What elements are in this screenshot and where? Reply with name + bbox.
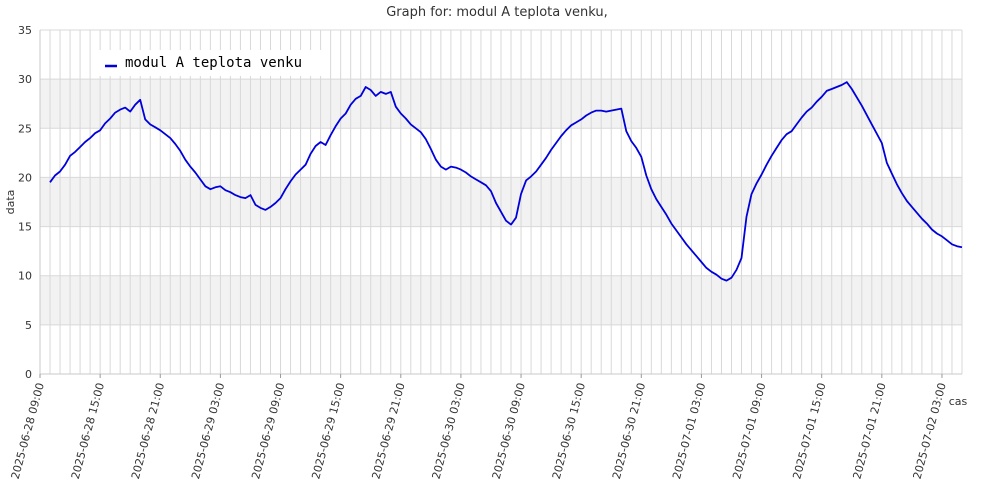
x-tick-labels: 2025-06-28 09:00 2025-06-28 15:00 2025-06-… [9,374,949,481]
y-tick-label: 30 [18,73,32,86]
y-tick-labels: 0 5 10 15 20 25 30 35 [18,24,32,381]
x-tick-label: 2025-07-02 03:00 [911,381,949,480]
x-tick-label: 2025-06-29 03:00 [189,381,227,480]
x-axis-label: cas [949,395,968,408]
x-tick-label: 2025-06-28 15:00 [69,381,107,480]
horizontal-gridlines [40,29,962,375]
legend: modul A teplota venku [96,50,324,76]
y-tick-label: 5 [25,319,32,332]
y-axis-label: data [4,190,17,215]
y-tick-label: 15 [18,221,32,234]
x-tick-label: 2025-06-29 21:00 [369,381,407,480]
x-tick-label: 2025-07-01 03:00 [670,381,708,480]
x-tick-label: 2025-07-01 15:00 [790,381,828,480]
x-tick-label: 2025-06-30 15:00 [550,381,588,480]
y-tick-label: 20 [18,171,32,184]
x-tick-label: 2025-06-29 09:00 [249,381,287,480]
vertical-gridlines [49,30,963,374]
series-line-modul-a-teplota-venku [49,81,963,282]
y-tick-label: 35 [18,24,32,37]
chart-title: Graph for: modul A teplota venku, [386,5,608,20]
x-tick-label: 2025-06-30 03:00 [430,381,468,480]
y-tick-label: 25 [18,122,32,135]
y-tick-label: 10 [18,270,32,283]
x-tick-label: 2025-06-28 09:00 [9,381,47,480]
y-tick-label: 0 [25,368,32,381]
x-tick-label: 2025-06-30 21:00 [610,381,648,480]
x-tick-label: 2025-06-29 15:00 [309,381,347,480]
legend-box [96,50,324,76]
legend-label: modul A teplota venku [125,55,302,71]
x-tick-label: 2025-06-30 09:00 [490,381,528,480]
x-tick-label: 2025-06-28 21:00 [129,381,167,480]
x-tick-label: 2025-07-01 21:00 [851,381,889,480]
x-tick-label: 2025-07-01 09:00 [730,381,768,480]
